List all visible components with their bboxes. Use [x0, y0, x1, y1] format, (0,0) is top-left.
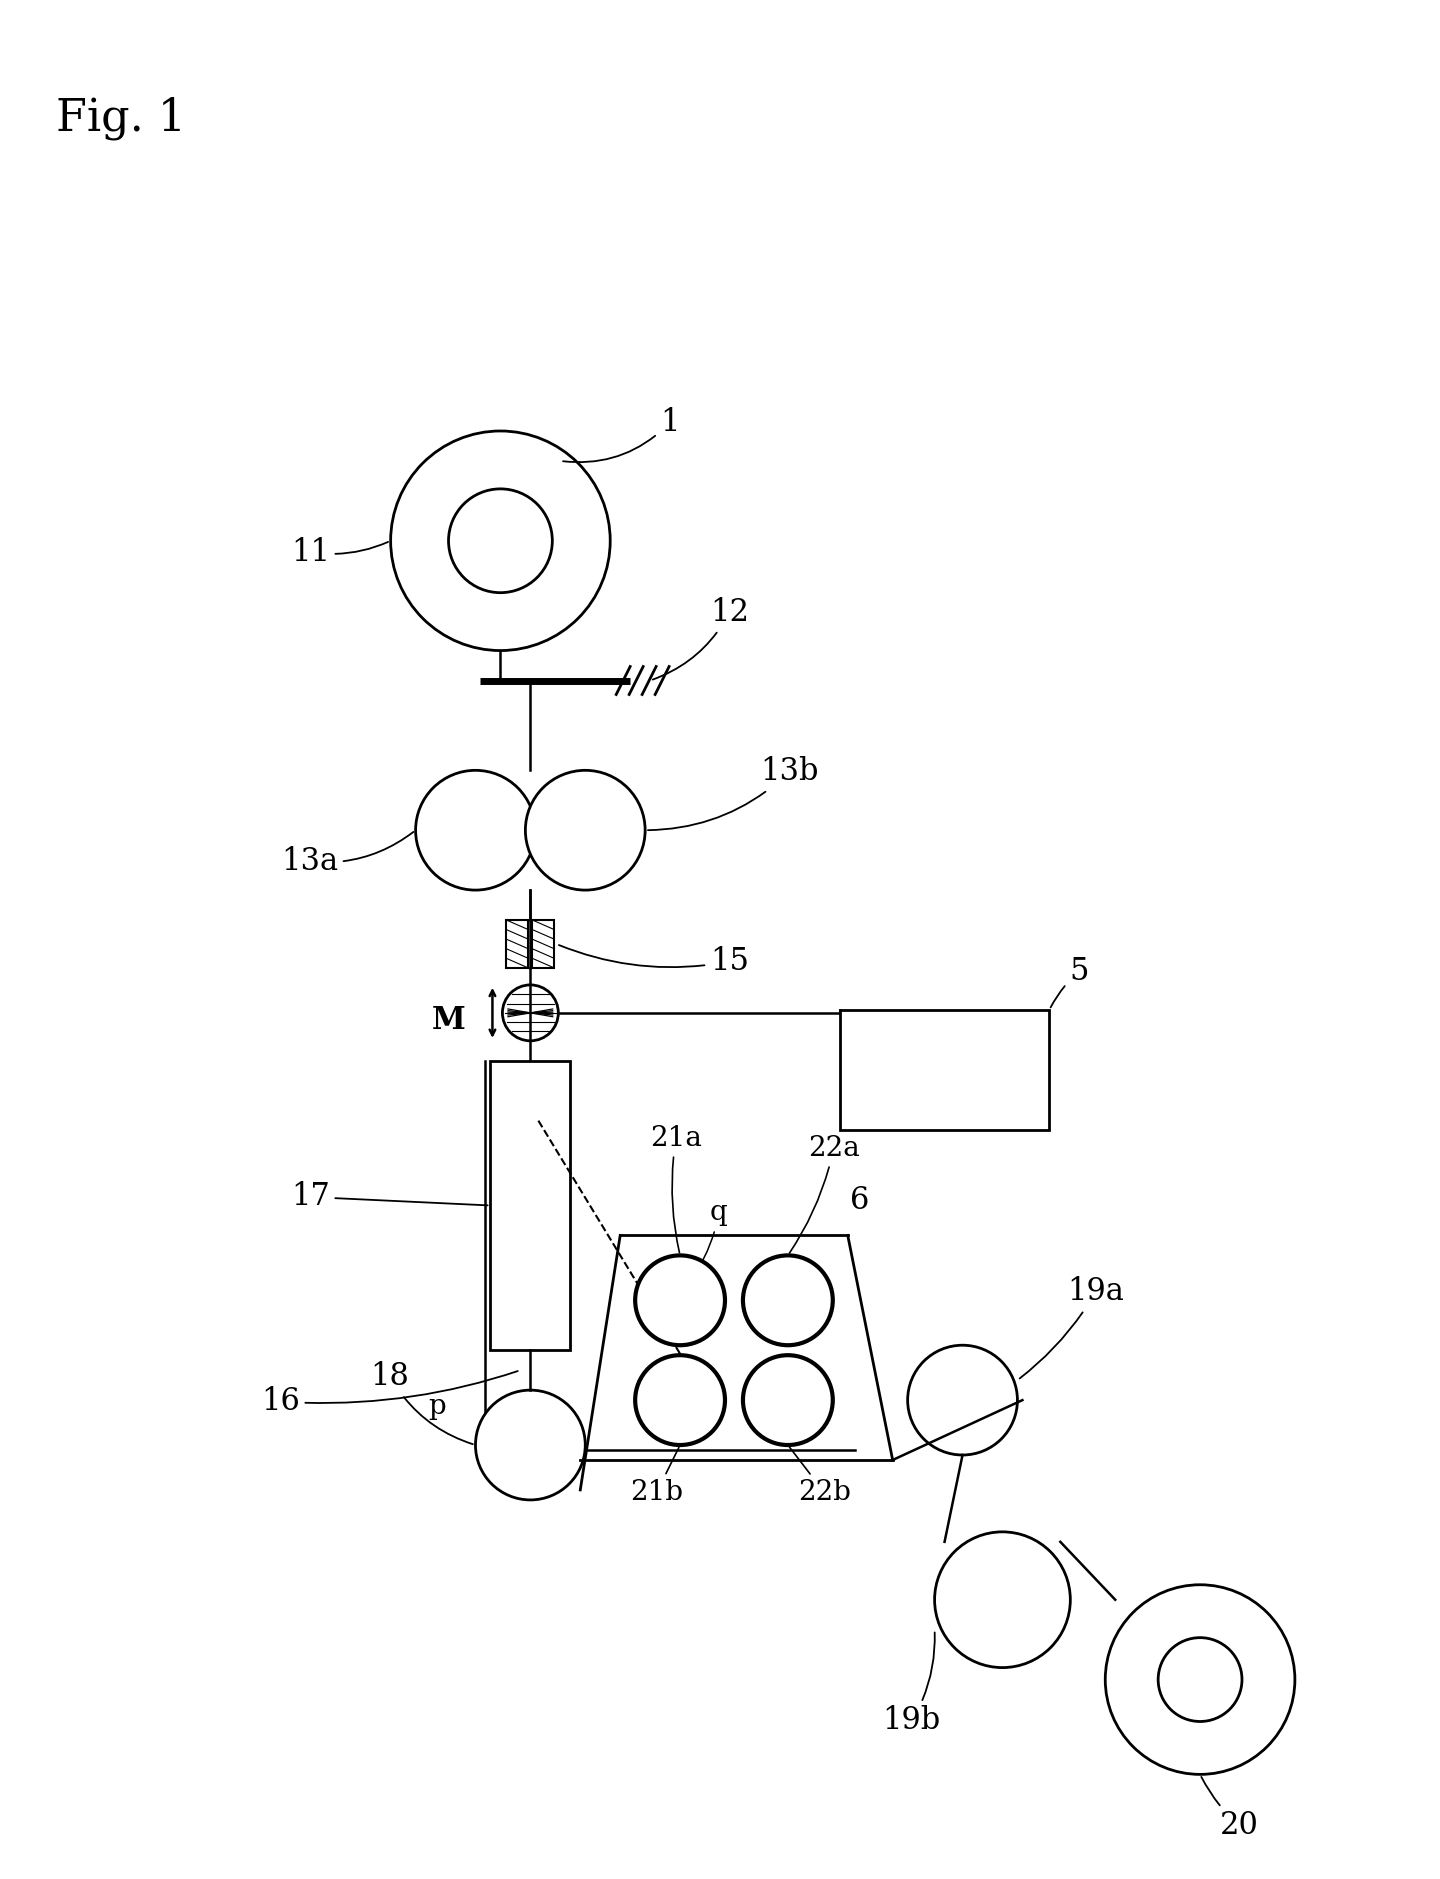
- Text: 5: 5: [1051, 956, 1089, 1007]
- Circle shape: [448, 489, 553, 592]
- Text: 11: 11: [291, 537, 389, 567]
- Circle shape: [635, 1255, 724, 1345]
- Text: q: q: [652, 1199, 727, 1319]
- Text: 21a: 21a: [649, 1126, 703, 1253]
- Text: 21b: 21b: [631, 1447, 683, 1505]
- Text: 18: 18: [370, 1360, 472, 1445]
- Circle shape: [935, 1531, 1070, 1667]
- Circle shape: [635, 1355, 724, 1445]
- Text: 13a: 13a: [281, 832, 413, 877]
- Text: 16: 16: [261, 1372, 518, 1417]
- Text: 12: 12: [652, 598, 749, 680]
- Text: 20: 20: [1201, 1778, 1259, 1841]
- Text: 17: 17: [291, 1182, 488, 1212]
- Circle shape: [1106, 1584, 1295, 1774]
- Text: 6: 6: [850, 1184, 870, 1216]
- Circle shape: [416, 770, 536, 891]
- Circle shape: [743, 1355, 832, 1445]
- Text: 22a: 22a: [789, 1135, 860, 1253]
- Text: 22b: 22b: [789, 1447, 851, 1505]
- Text: 19b: 19b: [883, 1633, 940, 1736]
- Bar: [507, 921, 528, 968]
- Bar: [533, 921, 554, 968]
- Circle shape: [743, 1255, 832, 1345]
- Text: Fig. 1: Fig. 1: [56, 96, 186, 141]
- Text: 13b: 13b: [648, 757, 818, 831]
- Text: 19a: 19a: [1020, 1276, 1125, 1379]
- Circle shape: [475, 1390, 585, 1499]
- Bar: [491, 1062, 570, 1351]
- Text: M: M: [432, 1005, 465, 1037]
- Bar: [840, 1009, 1050, 1129]
- Circle shape: [526, 770, 645, 891]
- Text: 15: 15: [559, 945, 749, 977]
- Circle shape: [1158, 1638, 1241, 1721]
- Text: p: p: [428, 1392, 445, 1421]
- Circle shape: [503, 985, 559, 1041]
- Circle shape: [390, 430, 611, 650]
- Text: 1: 1: [563, 408, 680, 462]
- Circle shape: [907, 1345, 1018, 1454]
